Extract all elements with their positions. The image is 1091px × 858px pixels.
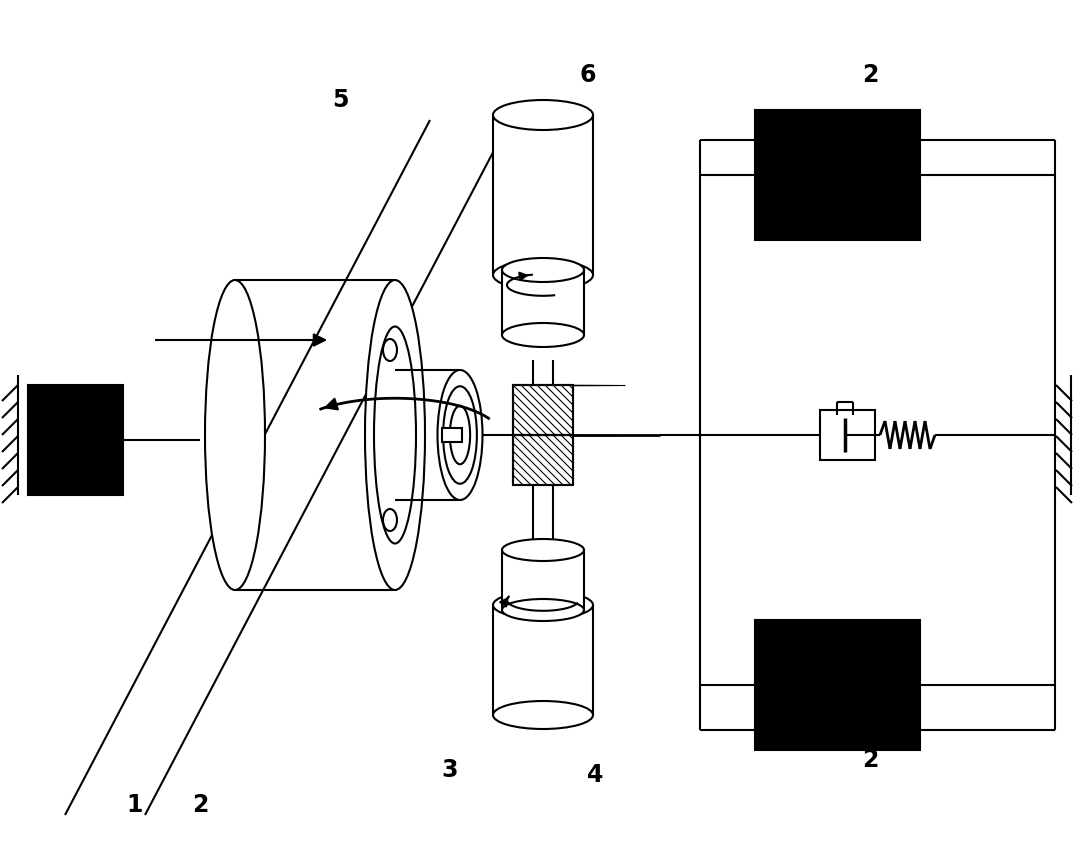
Text: 2: 2 [862,748,878,772]
Text: 4: 4 [587,763,603,787]
Bar [820,410,875,460]
Text: 2: 2 [192,793,208,817]
Ellipse shape [502,323,584,347]
Bar [502,270,584,335]
Text: 5: 5 [332,88,348,112]
Bar [502,550,584,610]
Bar [442,428,461,442]
Bar [755,620,920,750]
Ellipse shape [502,258,584,282]
Ellipse shape [502,539,584,561]
Ellipse shape [493,701,594,729]
Text: 6: 6 [579,63,597,87]
Bar [513,435,573,485]
Ellipse shape [205,280,265,590]
Bar [755,110,920,240]
Text: 2: 2 [862,63,878,87]
Ellipse shape [502,599,584,621]
Bar [493,605,594,715]
Bar [28,385,123,495]
Ellipse shape [365,280,425,590]
Ellipse shape [493,100,594,130]
Ellipse shape [493,260,594,290]
Bar [493,115,594,275]
Ellipse shape [493,591,594,619]
Ellipse shape [383,509,397,531]
Text: 3: 3 [442,758,458,782]
Ellipse shape [437,370,482,500]
Text: 1: 1 [127,793,143,817]
Bar [513,385,573,435]
Ellipse shape [383,339,397,361]
